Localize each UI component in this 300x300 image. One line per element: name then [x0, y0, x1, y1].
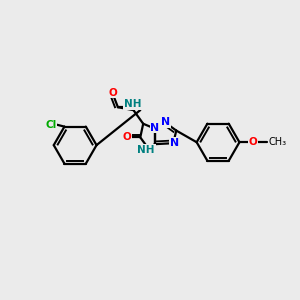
Text: CH₃: CH₃ — [268, 137, 287, 147]
Text: O: O — [109, 88, 117, 98]
Text: N: N — [170, 138, 179, 148]
Text: NH: NH — [124, 99, 141, 109]
Text: O: O — [122, 132, 131, 142]
Text: N: N — [150, 123, 159, 133]
Text: O: O — [249, 137, 257, 147]
Text: NH: NH — [137, 145, 155, 155]
Text: N: N — [161, 117, 170, 127]
Text: Cl: Cl — [45, 120, 56, 130]
